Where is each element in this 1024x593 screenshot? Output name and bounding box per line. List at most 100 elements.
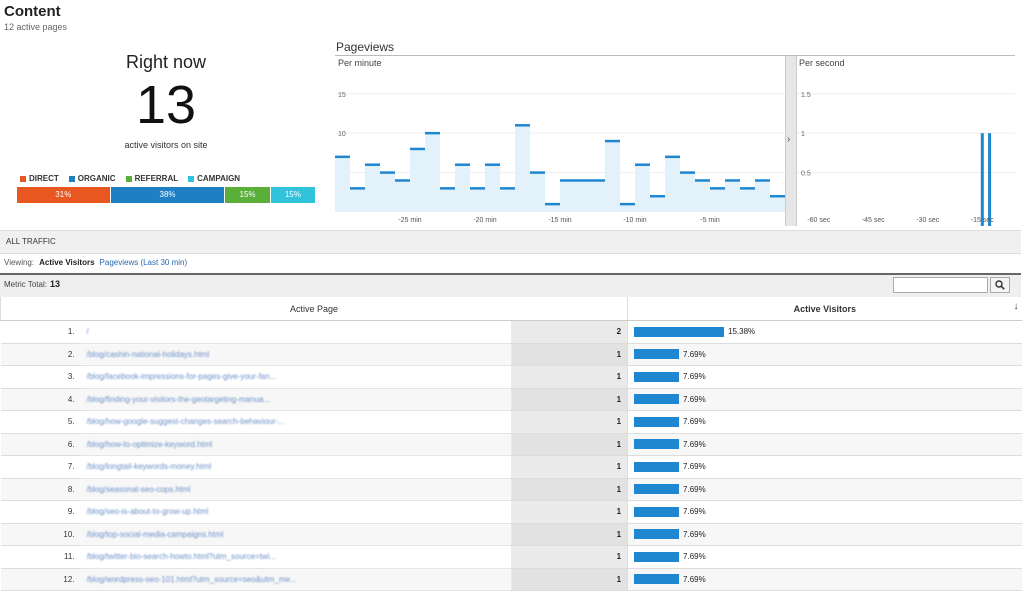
all-traffic-label: ALL TRAFFIC <box>6 237 56 246</box>
area-fill-segment <box>515 125 530 212</box>
active-page-link[interactable]: /blog/cashin-national-holidays.html <box>80 343 511 366</box>
legend-swatch <box>68 175 75 182</box>
legend-item-campaign: CAMPAIGN <box>188 174 240 183</box>
active-page-link[interactable]: /blog/finding-your-visitors-the-geotarge… <box>80 388 511 411</box>
table-row: 8./blog/seasonal-seo-cops.html 1 7.69% <box>0 478 1022 501</box>
area-fill-segment <box>470 188 485 212</box>
active-visitors-count-cell: 1 <box>510 523 629 546</box>
per-second-bar <box>980 133 984 226</box>
x-tick-label: -45 sec <box>862 217 885 224</box>
legend-item-organic: ORGANIC <box>68 174 116 183</box>
visitor-share-percent: 7.69% <box>683 417 706 427</box>
visitor-share-cell: 7.69% <box>627 568 1022 591</box>
active-page-link[interactable]: /blog/seo-is-about-to-grow-up.html <box>80 500 511 524</box>
visitor-share-percent: 7.69% <box>683 372 706 382</box>
active-page-link[interactable]: /blog/twitter-bio-search-howto.html?utm_… <box>80 545 511 569</box>
active-page-link[interactable]: /blog/facebook-impressions-for-pages-giv… <box>80 365 511 389</box>
viewing-selector: Viewing: Active Visitors Pageviews (Last… <box>4 258 187 267</box>
area-fill-segment <box>560 180 575 212</box>
x-tick-label: -15 min <box>548 217 571 224</box>
x-tick-label: -20 min <box>473 217 496 224</box>
table-row: 12./blog/wordpress-seo-101.html?utm_sour… <box>0 568 1022 591</box>
area-fill-segment <box>335 156 350 212</box>
x-tick-label: -5 min <box>700 217 720 224</box>
visitor-share-percent: 15.38% <box>728 327 756 337</box>
visitor-share-cell: 7.69% <box>627 433 1022 456</box>
visitor-share-percent: 7.69% <box>683 574 706 584</box>
area-fill-segment <box>650 196 665 212</box>
visitor-share-cell: 7.69% <box>627 455 1022 479</box>
area-fill-segment <box>545 204 560 212</box>
active-page-column-header[interactable]: Active Page <box>0 297 628 321</box>
area-fill-segment <box>350 188 365 212</box>
per-second-bar <box>988 133 992 226</box>
view-active-visitors-tab[interactable]: Active Visitors <box>39 258 95 267</box>
visitor-share-bar <box>634 529 680 540</box>
active-visitors-count-cell: 2 <box>510 320 629 344</box>
legend-label: CAMPAIGN <box>197 174 241 183</box>
search-input[interactable] <box>893 277 988 293</box>
row-index: 5. <box>0 410 81 434</box>
traffic-filter-bar <box>0 230 1021 254</box>
active-page-link[interactable]: /blog/wordpress-seo-101.html?utm_source=… <box>80 568 511 591</box>
visitor-share-bar <box>634 506 680 517</box>
x-tick-label: -60 sec <box>807 217 830 224</box>
legend-label: ORGANIC <box>77 174 116 183</box>
visitor-share-cell: 7.69% <box>627 365 1022 389</box>
active-visitors-count-cell: 1 <box>510 500 629 524</box>
y-tick-label: 1 <box>801 131 805 138</box>
active-visitors-count-cell: 1 <box>510 410 629 434</box>
table-row: 11./blog/twitter-bio-search-howto.html?u… <box>0 545 1022 569</box>
traffic-segment-direct[interactable]: 31% <box>17 187 111 203</box>
row-index: 4. <box>0 388 81 411</box>
area-fill-segment <box>455 164 470 212</box>
x-tick-label: -10 min <box>623 217 646 224</box>
traffic-segment-campaign[interactable]: 15% <box>270 187 316 203</box>
page-title: Content <box>4 3 61 20</box>
metric-total-label: Metric Total: <box>4 280 47 289</box>
area-fill-segment <box>605 141 620 212</box>
legend-swatch <box>125 175 132 182</box>
y-tick-label: 0.5 <box>801 171 811 178</box>
row-index: 9. <box>0 500 81 524</box>
active-page-link[interactable]: /blog/longtail-keywords-money.html <box>80 455 511 479</box>
x-tick-label: -25 min <box>398 217 421 224</box>
area-fill-segment <box>500 188 515 212</box>
area-fill-segment <box>755 180 770 212</box>
table-row: 6./blog/how-to-optimize-keyword.html 1 7.6… <box>0 433 1022 456</box>
area-fill-segment <box>635 164 650 212</box>
visitor-share-percent: 7.69% <box>683 484 706 494</box>
view-pageviews-link[interactable]: Pageviews (Last 30 min) <box>99 258 188 267</box>
active-visitors-column-header[interactable]: Active Visitors ↓ <box>627 297 1022 321</box>
traffic-segment-organic[interactable]: 38% <box>110 187 226 203</box>
chart-divider-handle[interactable] <box>785 56 797 226</box>
page-subtitle: 12 active pages <box>4 22 68 32</box>
visitor-share-bar <box>634 551 680 562</box>
row-index: 1. <box>0 320 81 344</box>
area-fill-segment <box>485 164 500 212</box>
table-row: 2./blog/cashin-national-holidays.html 1 7.… <box>0 343 1022 366</box>
area-fill-segment <box>590 180 605 212</box>
active-page-link[interactable]: / <box>80 320 511 344</box>
active-page-link[interactable]: /blog/seasonal-seo-cops.html <box>80 478 511 501</box>
active-visitors-label: active visitors on site <box>124 140 208 150</box>
area-fill-segment <box>530 172 545 212</box>
visitor-share-percent: 7.69% <box>683 529 706 539</box>
viewing-label: Viewing: <box>4 258 35 267</box>
visitor-share-bar <box>634 326 725 337</box>
area-fill-segment <box>425 133 440 212</box>
area-fill-segment <box>770 196 785 212</box>
legend-item-direct: DIRECT <box>20 174 59 183</box>
table-row: 10./blog/top-social-media-campaigns.html… <box>0 523 1022 546</box>
active-page-header-label: Active Page <box>290 303 339 314</box>
active-page-link[interactable]: /blog/how-google-suggest-changes-search-… <box>80 410 511 434</box>
search-button[interactable] <box>990 277 1010 293</box>
visitor-share-bar <box>634 439 680 450</box>
traffic-source-bar: 31% 38% 15% 15% <box>17 187 316 203</box>
active-page-link[interactable]: /blog/top-social-media-campaigns.html <box>80 523 511 546</box>
chevron-right-icon[interactable]: › <box>787 134 791 145</box>
active-page-link[interactable]: /blog/how-to-optimize-keyword.html <box>80 433 511 456</box>
row-index: 6. <box>0 433 81 456</box>
traffic-segment-referral[interactable]: 15% <box>225 187 271 203</box>
visitor-share-percent: 7.69% <box>683 462 706 472</box>
